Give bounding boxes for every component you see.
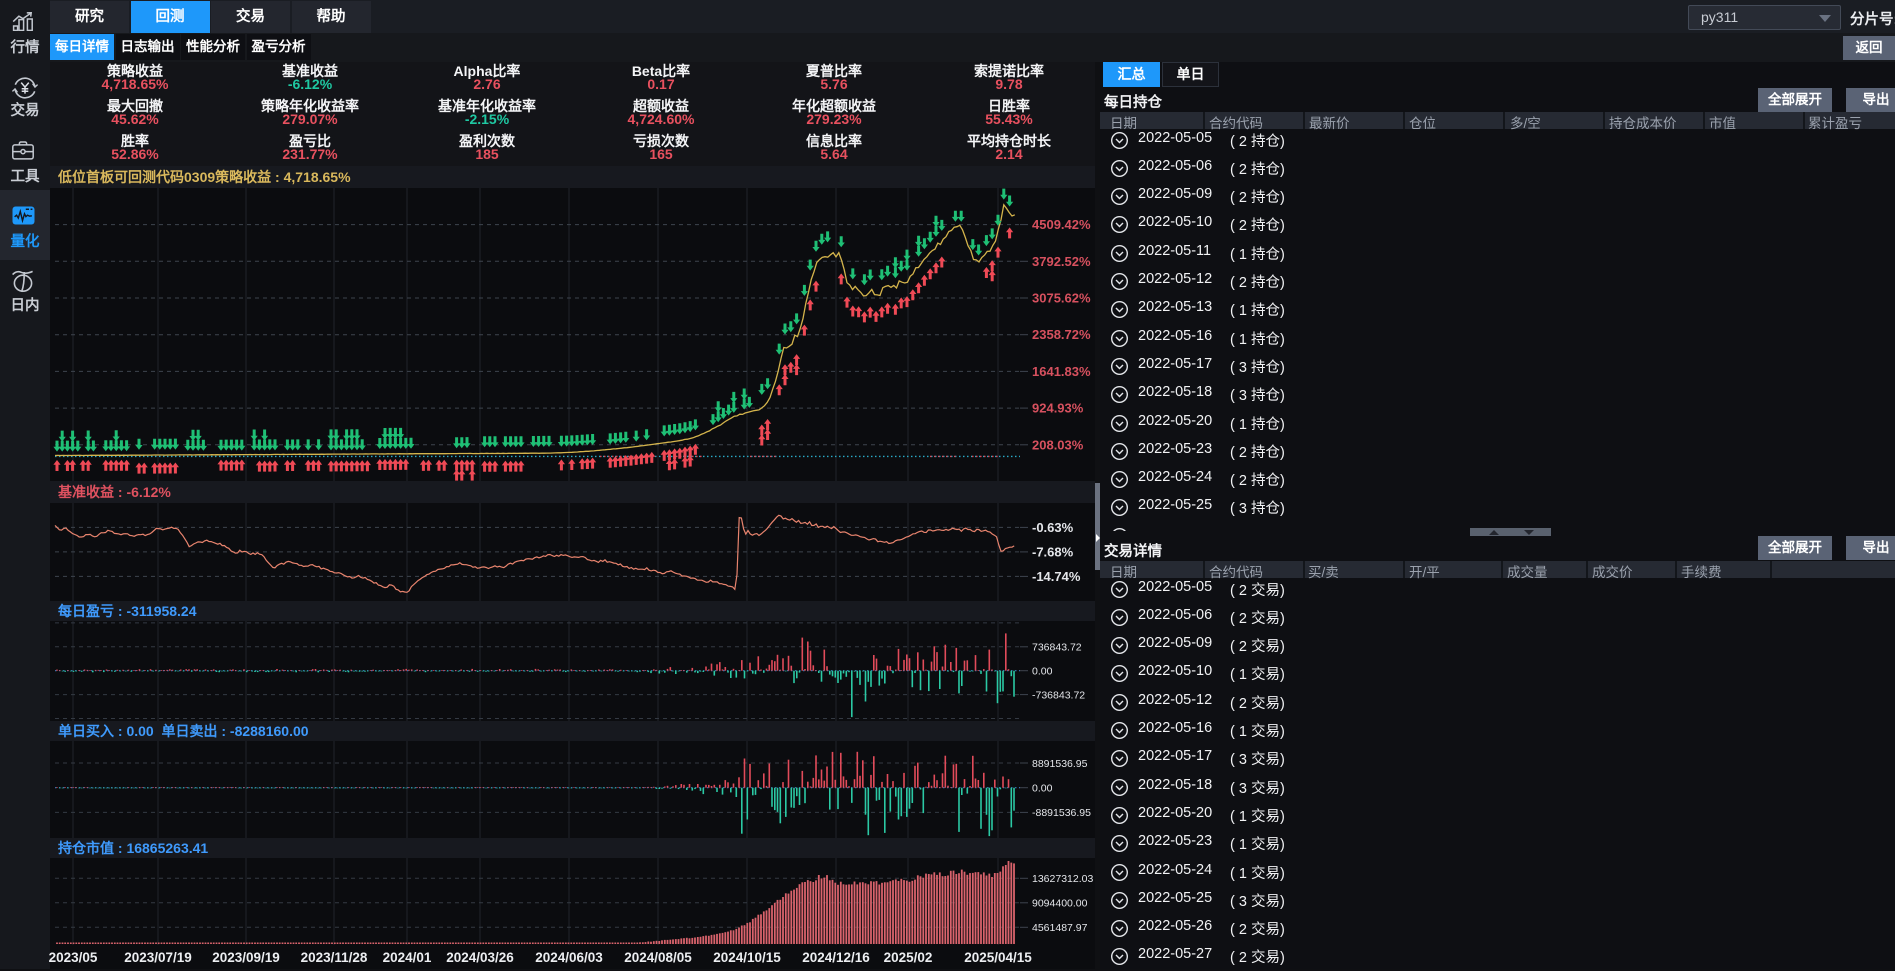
svg-text:-14.74%: -14.74%: [1032, 569, 1081, 584]
svg-text:9094400.00: 9094400.00: [1032, 898, 1088, 910]
svg-text:1641.83%: 1641.83%: [1032, 364, 1091, 379]
svg-text:2358.72%: 2358.72%: [1032, 327, 1091, 342]
svg-text:208.03%: 208.03%: [1032, 437, 1084, 452]
svg-text:-736843.72: -736843.72: [1032, 689, 1085, 701]
svg-text:4561487.97: 4561487.97: [1032, 922, 1088, 934]
svg-text:3792.52%: 3792.52%: [1032, 254, 1091, 269]
svg-text:736843.72: 736843.72: [1032, 642, 1082, 654]
svg-text:-0.63%: -0.63%: [1032, 520, 1074, 535]
svg-text:0.00: 0.00: [1032, 783, 1053, 795]
svg-text:13627312.03: 13627312.03: [1032, 873, 1093, 885]
svg-text:0.00: 0.00: [1032, 666, 1053, 678]
svg-text:8891536.95: 8891536.95: [1032, 758, 1088, 770]
svg-text:3075.62%: 3075.62%: [1032, 291, 1091, 306]
svg-text:-7.68%: -7.68%: [1032, 544, 1074, 559]
svg-text:4509.42%: 4509.42%: [1032, 217, 1091, 232]
svg-text:-8891536.95: -8891536.95: [1032, 807, 1091, 819]
svg-text:924.93%: 924.93%: [1032, 401, 1084, 416]
